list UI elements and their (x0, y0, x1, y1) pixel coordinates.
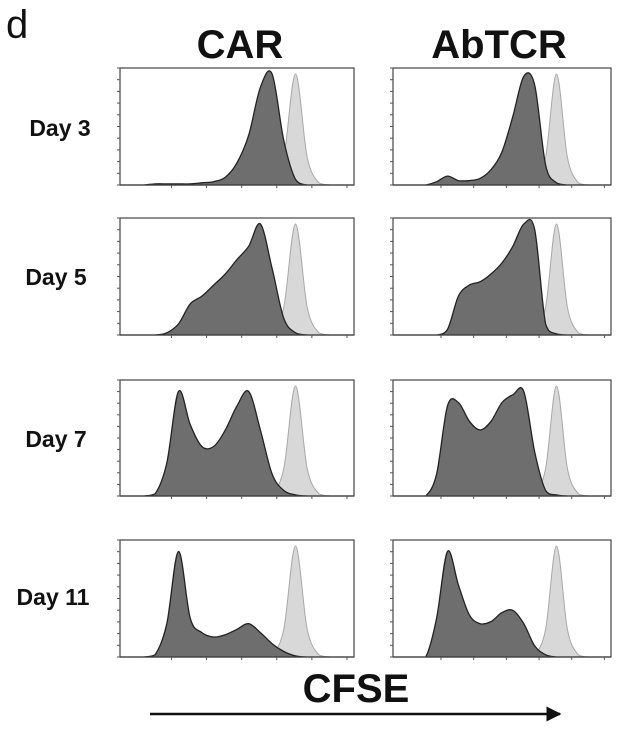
x-axis-ticks (170, 185, 348, 188)
y-axis-ticks (390, 539, 393, 658)
y-axis-ticks (390, 379, 393, 497)
x-axis-ticks (170, 496, 348, 499)
y-axis-ticks (117, 379, 120, 497)
histogram-grid (117, 67, 612, 660)
histogram-panel-car-day-11 (117, 539, 355, 660)
column-title-abtcr: AbTCR (431, 23, 567, 67)
sample-histogram (119, 70, 354, 186)
y-axis-ticks (117, 67, 120, 186)
x-axis-ticks (440, 185, 605, 188)
y-axis-ticks (390, 67, 393, 186)
y-axis-ticks (117, 539, 120, 658)
x-axis-ticks (170, 335, 348, 338)
histogram-panel-abtcr-day-11 (390, 539, 612, 660)
histogram-panel-car-day-7 (117, 379, 355, 499)
histogram-panel-car-day-5 (117, 217, 355, 338)
x-axis-ticks (440, 657, 605, 660)
histogram-panel-abtcr-day-7 (390, 379, 612, 499)
histogram-panel-abtcr-day-3 (390, 67, 612, 188)
x-axis-ticks (440, 496, 605, 499)
sample-histogram (393, 387, 611, 497)
y-axis-ticks (117, 217, 120, 336)
histogram-panel-car-day-3 (117, 67, 355, 188)
y-axis-ticks (390, 217, 393, 336)
histogram-panel-abtcr-day-5 (390, 217, 612, 338)
x-axis-ticks (170, 657, 348, 660)
row-label-day-7: Day 7 (25, 426, 86, 452)
sample-histogram (120, 390, 354, 497)
sample-histogram (393, 550, 611, 658)
sample-histogram (392, 72, 611, 186)
row-label-day-3: Day 3 (29, 115, 90, 141)
row-label-day-5: Day 5 (25, 264, 87, 290)
panel-letter: d (6, 3, 28, 47)
row-label-day-11: Day 11 (17, 584, 90, 610)
sample-histogram (120, 222, 354, 336)
sample-histogram (120, 550, 354, 658)
x-axis-title: CFSE (303, 667, 410, 711)
x-axis-ticks (440, 335, 605, 338)
sample-histogram (393, 218, 611, 336)
column-title-car: CAR (197, 23, 284, 67)
